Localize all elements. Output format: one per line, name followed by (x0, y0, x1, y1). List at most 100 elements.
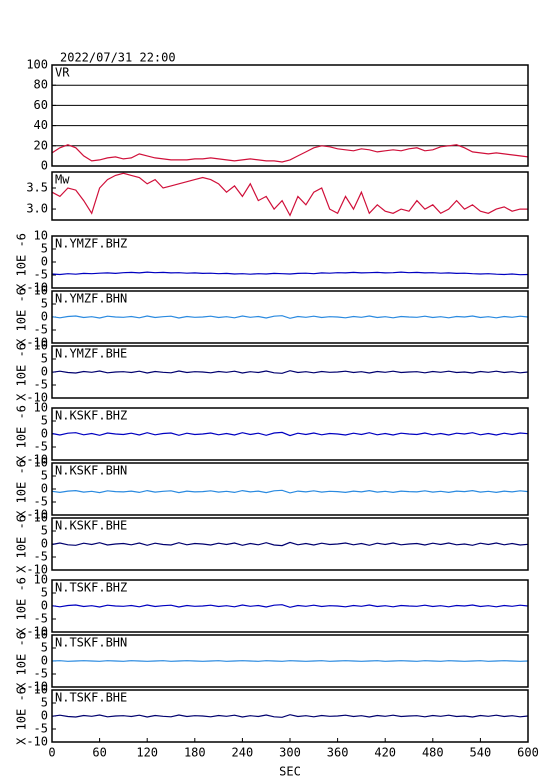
y-tick-label: 3.5 (26, 181, 48, 195)
y-tick-label: 0 (41, 599, 48, 613)
y-axis-label: X 10E -6 (15, 405, 29, 463)
y-tick-label: 5 (41, 696, 48, 710)
panel-frame (51, 235, 529, 289)
panel-frame (51, 171, 529, 221)
y-tick-label: -5 (34, 667, 48, 681)
y-tick-label: 10 (34, 456, 48, 470)
panel-label: N.TSKF.BHN (55, 636, 127, 650)
y-tick-label: 0 (41, 482, 48, 496)
y-tick-label: 5 (41, 641, 48, 655)
y-tick-label: 0 (41, 654, 48, 668)
y-tick-label: -5 (34, 612, 48, 626)
panel-label: VR (55, 66, 70, 80)
x-tick-label: 60 (92, 746, 106, 760)
trace (51, 660, 529, 662)
y-tick-label: 20 (34, 138, 48, 152)
y-tick-label: 10 (34, 401, 48, 415)
y-tick-label: 0 (41, 365, 48, 379)
x-axis-label: SEC (279, 765, 301, 779)
x-tick-label: 600 (517, 746, 539, 760)
y-tick-label: -10 (26, 625, 48, 639)
panel-label: N.KSKF.BHN (55, 464, 127, 478)
panel-frame (51, 345, 529, 399)
y-tick-label: 5 (41, 242, 48, 256)
y-tick-label: -10 (26, 336, 48, 350)
y-axis-label: X 10E -6 (15, 288, 29, 346)
y-tick-label: 0 (41, 537, 48, 551)
trace (51, 271, 529, 276)
panel-label: N.YMZF.BHE (55, 347, 127, 361)
trace (51, 489, 529, 494)
y-tick-label: 80 (34, 78, 48, 92)
panel-label: N.YMZF.BHZ (55, 237, 127, 251)
y-axis-label: X 10E -6 (15, 233, 29, 291)
panel-label: N.KSKF.BHE (55, 519, 127, 533)
panel-frame (51, 290, 529, 344)
x-tick-label: 240 (232, 746, 254, 760)
trace (51, 604, 529, 608)
trace (51, 315, 529, 319)
x-tick-label: 300 (279, 746, 301, 760)
y-tick-label: -10 (26, 391, 48, 405)
y-tick-label: 0 (41, 310, 48, 324)
y-tick-label: 5 (41, 414, 48, 428)
panel-frame (51, 517, 529, 571)
y-axis-label: X 10E -6 (15, 460, 29, 518)
y-tick-label: 40 (34, 118, 48, 132)
y-tick-label: 0 (41, 159, 48, 173)
y-tick-label: -5 (34, 550, 48, 564)
x-tick-label: 540 (470, 746, 492, 760)
y-tick-label: 5 (41, 297, 48, 311)
x-tick-label: 480 (422, 746, 444, 760)
y-tick-label: 0 (41, 255, 48, 269)
y-tick-label: 5 (41, 524, 48, 538)
y-tick-label: -5 (34, 440, 48, 454)
y-tick-label: 0 (41, 427, 48, 441)
y-tick-label: 100 (26, 58, 48, 72)
y-tick-label: -10 (26, 680, 48, 694)
y-tick-label: -5 (34, 378, 48, 392)
y-tick-label: 10 (34, 573, 48, 587)
y-tick-label: -10 (26, 281, 48, 295)
y-tick-label: -10 (26, 453, 48, 467)
panel-frame (51, 64, 529, 167)
y-tick-label: 10 (34, 229, 48, 243)
panel-label: N.KSKF.BHZ (55, 409, 127, 423)
y-tick-label: 10 (34, 284, 48, 298)
x-tick-label: 420 (374, 746, 396, 760)
y-tick-label: 60 (34, 98, 48, 112)
y-tick-label: 10 (34, 511, 48, 525)
y-tick-label: 10 (34, 683, 48, 697)
trace (51, 370, 529, 374)
y-tick-label: 5 (41, 352, 48, 366)
trace (51, 714, 529, 718)
x-tick-label: 120 (136, 746, 158, 760)
trace (51, 144, 529, 163)
y-tick-label: -10 (26, 563, 48, 577)
x-tick-label: 360 (327, 746, 349, 760)
panel-label: N.TSKF.BHE (55, 691, 127, 705)
panel-label: N.TSKF.BHZ (55, 581, 127, 595)
y-axis-label: X 10E -6 (15, 687, 29, 745)
panel-label: Mw (55, 173, 70, 187)
y-tick-label: 0 (41, 709, 48, 723)
panel-frame (51, 579, 529, 633)
y-axis-label: X 10E -6 (15, 515, 29, 573)
y-tick-label: 5 (41, 469, 48, 483)
y-tick-label: 10 (34, 339, 48, 353)
y-tick-label: -5 (34, 268, 48, 282)
y-axis-label: X 10E -6 (15, 577, 29, 635)
x-tick-label: 0 (48, 746, 55, 760)
trace (51, 172, 528, 217)
y-tick-label: 5 (41, 586, 48, 600)
trace (51, 541, 529, 547)
y-tick-label: -5 (34, 722, 48, 736)
y-axis-label: X 10E -6 (15, 632, 29, 690)
y-tick-label: -5 (34, 323, 48, 337)
chart-title: 2022/07/31 22:00 (60, 51, 176, 65)
panel-frame (51, 407, 529, 461)
x-tick-label: 180 (184, 746, 206, 760)
panel-frame (51, 462, 529, 516)
